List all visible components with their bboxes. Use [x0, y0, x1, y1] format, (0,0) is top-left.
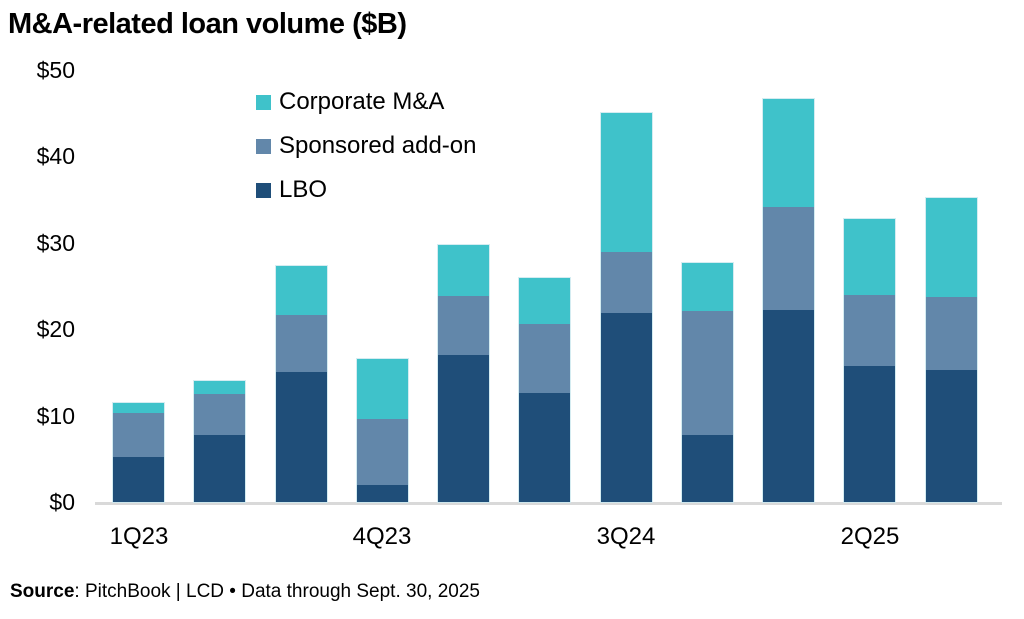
- bar-segment-corporate-m-a: [682, 262, 733, 312]
- x-axis-label-1q23: 1Q23: [109, 523, 169, 550]
- bar-segment-corporate-m-a: [357, 359, 408, 420]
- bar-2q24: [518, 277, 571, 503]
- y-axis-label-40: $40: [36, 143, 75, 170]
- bar-segment-corporate-m-a: [763, 99, 814, 208]
- bar-segment-sponsored-add-on: [276, 314, 327, 373]
- source-label: Source: [10, 581, 75, 602]
- legend-swatch-icon: [256, 94, 271, 110]
- bar-segment-sponsored-add-on: [844, 294, 895, 367]
- bar-3q24: [600, 112, 653, 503]
- bar-segment-sponsored-add-on: [763, 207, 814, 311]
- bar-segment-corporate-m-a: [926, 197, 977, 298]
- bar-4q23: [356, 358, 409, 503]
- x-axis-label-4q23: 4Q23: [352, 523, 412, 550]
- bar-segment-corporate-m-a: [519, 278, 570, 324]
- bar-segment-corporate-m-a: [844, 219, 895, 295]
- legend-swatch-icon: [256, 138, 271, 154]
- bar-3q25: [925, 196, 978, 503]
- bar-segment-sponsored-add-on: [682, 311, 733, 436]
- bar-segment-sponsored-add-on: [438, 296, 489, 356]
- bar-segment-lbo: [763, 310, 814, 502]
- bar-2q25: [843, 218, 896, 503]
- bar-segment-sponsored-add-on: [357, 419, 408, 485]
- bar-segment-lbo: [113, 457, 164, 502]
- y-axis-label-50: $50: [36, 57, 75, 83]
- legend-swatch-icon: [256, 182, 271, 198]
- bar-2q23: [193, 380, 246, 503]
- bar-segment-corporate-m-a: [601, 113, 652, 253]
- legend-label: Sponsored add-on: [279, 132, 477, 159]
- legend: Corporate M&A Sponsored add-on LBO: [256, 88, 477, 221]
- source-text: : PitchBook | LCD • Data through Sept. 3…: [74, 581, 480, 602]
- bar-segment-sponsored-add-on: [519, 324, 570, 394]
- bar-segment-sponsored-add-on: [194, 393, 245, 435]
- bar-segment-sponsored-add-on: [926, 297, 977, 370]
- source-line: Source: PitchBook | LCD • Data through S…: [10, 581, 480, 603]
- x-axis-label-3q24: 3Q24: [596, 523, 656, 550]
- bar-segment-lbo: [438, 355, 489, 502]
- bar-segment-corporate-m-a: [194, 381, 245, 394]
- bar-segment-sponsored-add-on: [113, 412, 164, 458]
- x-axis-line: [95, 502, 1002, 505]
- legend-item-lbo: LBO: [256, 176, 476, 203]
- bar-1q25: [762, 98, 815, 503]
- chart-title: M&A-related loan volume ($B): [8, 8, 407, 40]
- bar-segment-corporate-m-a: [276, 266, 327, 315]
- bar-segment-lbo: [926, 369, 977, 502]
- bar-segment-lbo: [682, 435, 733, 502]
- bar-segment-corporate-m-a: [438, 245, 489, 297]
- bar-segment-lbo: [844, 366, 895, 502]
- bar-segment-lbo: [194, 434, 245, 502]
- x-axis-label-2q25: 2Q25: [840, 523, 900, 550]
- y-axis-label-10: $10: [36, 402, 75, 429]
- legend-label: Corporate M&A: [279, 88, 445, 115]
- bar-segment-lbo: [357, 484, 408, 502]
- bar-3q23: [275, 265, 328, 503]
- legend-item-corporate-m-a: Corporate M&A: [256, 88, 476, 115]
- bar-segment-corporate-m-a: [113, 402, 164, 413]
- y-axis-label-20: $20: [36, 316, 75, 343]
- bar-4q24: [681, 261, 734, 503]
- bar-segment-lbo: [276, 372, 327, 502]
- bar-1q24: [437, 244, 490, 503]
- y-axis-label-30: $30: [36, 229, 75, 256]
- bar-1q23: [112, 401, 165, 503]
- y-axis-label-0: $0: [49, 489, 75, 515]
- bar-segment-lbo: [519, 393, 570, 502]
- bar-segment-sponsored-add-on: [601, 252, 652, 313]
- legend-label: LBO: [279, 176, 328, 203]
- bar-segment-lbo: [601, 312, 652, 502]
- legend-item-sponsored-add-on: Sponsored add-on: [256, 132, 477, 159]
